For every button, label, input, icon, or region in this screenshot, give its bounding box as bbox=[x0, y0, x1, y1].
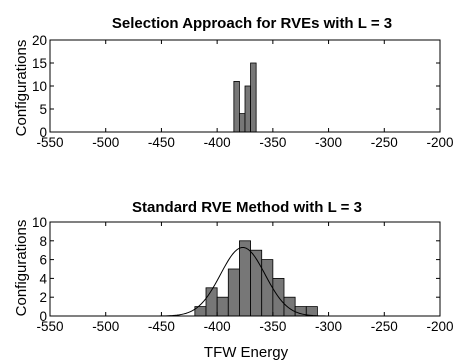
top-y-tick-label: 0 bbox=[39, 125, 47, 140]
bottom-y-tick-label: 2 bbox=[39, 290, 47, 305]
top-axis-ticks: -550 -500 -450 -400 -350 -300 -250 -200 0 5 10 15 20 bbox=[32, 33, 454, 150]
bottom-panel: Standard RVE Method with L = 3 Configura… bbox=[13, 199, 454, 361]
top-x-tick-label: -550 bbox=[36, 135, 63, 150]
top-x-tick-label: -450 bbox=[148, 135, 175, 150]
top-x-tick-label: -200 bbox=[426, 135, 453, 150]
bottom-histogram-bar bbox=[239, 240, 251, 317]
bottom-x-tick-label: -550 bbox=[36, 319, 63, 334]
bottom-histogram-bar bbox=[216, 296, 229, 317]
top-histogram-bar bbox=[233, 81, 240, 133]
top-y-axis-label: Configurations bbox=[13, 40, 30, 137]
bottom-histogram-bar bbox=[283, 296, 296, 317]
top-y-tick-label: 20 bbox=[32, 33, 47, 48]
bottom-histogram-bar bbox=[261, 259, 274, 317]
bottom-y-tick-label: 0 bbox=[39, 309, 47, 324]
bottom-x-tick-label: -250 bbox=[371, 319, 398, 334]
top-histogram-bars bbox=[233, 62, 257, 133]
top-histogram-bar bbox=[239, 113, 246, 133]
bottom-x-tick-label: -400 bbox=[204, 319, 231, 334]
bottom-histogram-bar bbox=[227, 268, 240, 317]
top-y-tick-label: 10 bbox=[32, 79, 47, 94]
top-x-tick-label: -250 bbox=[371, 135, 398, 150]
bottom-x-tick-label: -450 bbox=[148, 319, 175, 334]
bottom-x-tick-label: -350 bbox=[259, 319, 286, 334]
bottom-y-tick-label: 4 bbox=[39, 271, 47, 286]
top-x-tick-label: -300 bbox=[315, 135, 342, 150]
bottom-x-tick-label: -500 bbox=[92, 319, 119, 334]
bottom-axis-ticks: -550 -500 -450 -400 -350 -300 -250 -200 0 2 4 6 8 10 bbox=[32, 215, 454, 334]
x-axis-label: TFW Energy bbox=[204, 344, 289, 361]
bottom-y-tick-label: 8 bbox=[39, 234, 47, 249]
bottom-histogram-bar bbox=[250, 249, 263, 317]
bottom-x-tick-label: -300 bbox=[315, 319, 342, 334]
top-histogram-bar bbox=[250, 62, 257, 133]
bottom-axes-frame bbox=[49, 221, 441, 317]
bottom-y-tick-label: 6 bbox=[39, 253, 47, 268]
top-x-tick-label: -500 bbox=[92, 135, 119, 150]
top-x-tick-label: -400 bbox=[204, 135, 231, 150]
bottom-y-tick-label: 10 bbox=[32, 215, 47, 230]
bottom-histogram-bars bbox=[194, 240, 318, 317]
top-histogram-bar bbox=[244, 85, 251, 133]
bottom-histogram-bar bbox=[205, 287, 218, 317]
top-panel: Selection Approach for RVEs with L = 3 C… bbox=[13, 15, 454, 150]
top-y-tick-label: 5 bbox=[39, 102, 47, 117]
top-x-tick-label: -350 bbox=[259, 135, 286, 150]
top-y-tick-label: 15 bbox=[32, 56, 47, 71]
bottom-y-axis-label: Configurations bbox=[13, 220, 30, 317]
bottom-chart-title: Standard RVE Method with L = 3 bbox=[132, 199, 362, 216]
bottom-x-tick-label: -200 bbox=[426, 319, 453, 334]
top-chart-title: Selection Approach for RVEs with L = 3 bbox=[112, 15, 392, 32]
